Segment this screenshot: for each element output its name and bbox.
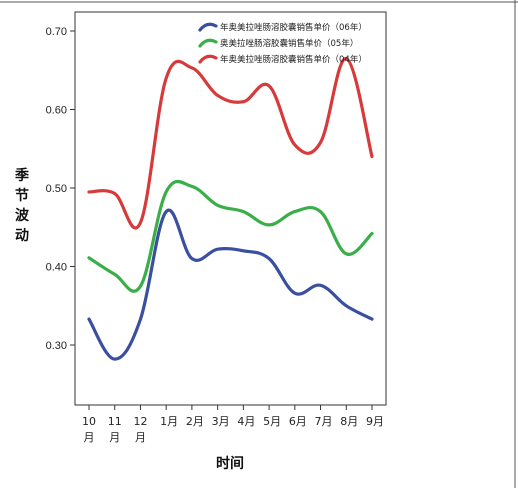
x-tick-label: 1月 [160,415,178,428]
x-axis-label: 时间 [216,455,244,472]
y-tick-label: 0.70 [46,26,67,38]
plot-area [74,11,387,406]
y-tick-label: 0.60 [46,105,67,117]
x-tick-label: 2月 [186,415,204,428]
y-tick-label: 0.30 [46,340,67,352]
x-tick-label: 10 月 [82,415,96,444]
x-tick-label: 7月 [315,415,333,428]
legend-swatch [198,22,218,32]
x-tick-label: 6月 [289,415,307,428]
x-tick-label: 12 月 [133,415,147,444]
legend-entry: 年奥美拉唑肠溶胶囊销售单价（06年） [220,22,367,33]
y-tick-label: 0.50 [46,183,67,195]
x-tick-label: 11 月 [108,415,122,444]
legend-swatch [198,38,218,48]
legend-swatch [198,54,218,64]
x-axis-ticks: 10 月 11 月 12 月 1月 2月 3月 4月 5月 6月 7月 8月 9月 [82,405,384,444]
x-tick-label: 9月 [366,415,384,428]
x-tick-label: 8月 [340,415,358,428]
series-lines [87,56,374,361]
series-line-04 [87,56,374,230]
y-tick-label: 0.40 [46,262,67,274]
x-tick-label: 5月 [263,415,281,428]
legend-entry: 年奥美拉唑肠溶胶囊销售单价（04年） [220,54,367,65]
x-tick-label: 4月 [237,415,255,428]
legend-entry: 奥美拉唑肠溶胶囊销售单价（05年） [220,38,358,49]
x-tick-label: 3月 [212,415,230,428]
legend: 年奥美拉唑肠溶胶囊销售单价（06年） 奥美拉唑肠溶胶囊销售单价（05年） 年奥美拉唑… [198,22,367,65]
y-axis-ticks: 0.30 0.40 0.50 0.60 0.70 [46,26,75,352]
series-line-05 [87,179,374,293]
y-axis-label: 季节波动 [14,167,30,244]
series-line-06 [87,208,374,361]
